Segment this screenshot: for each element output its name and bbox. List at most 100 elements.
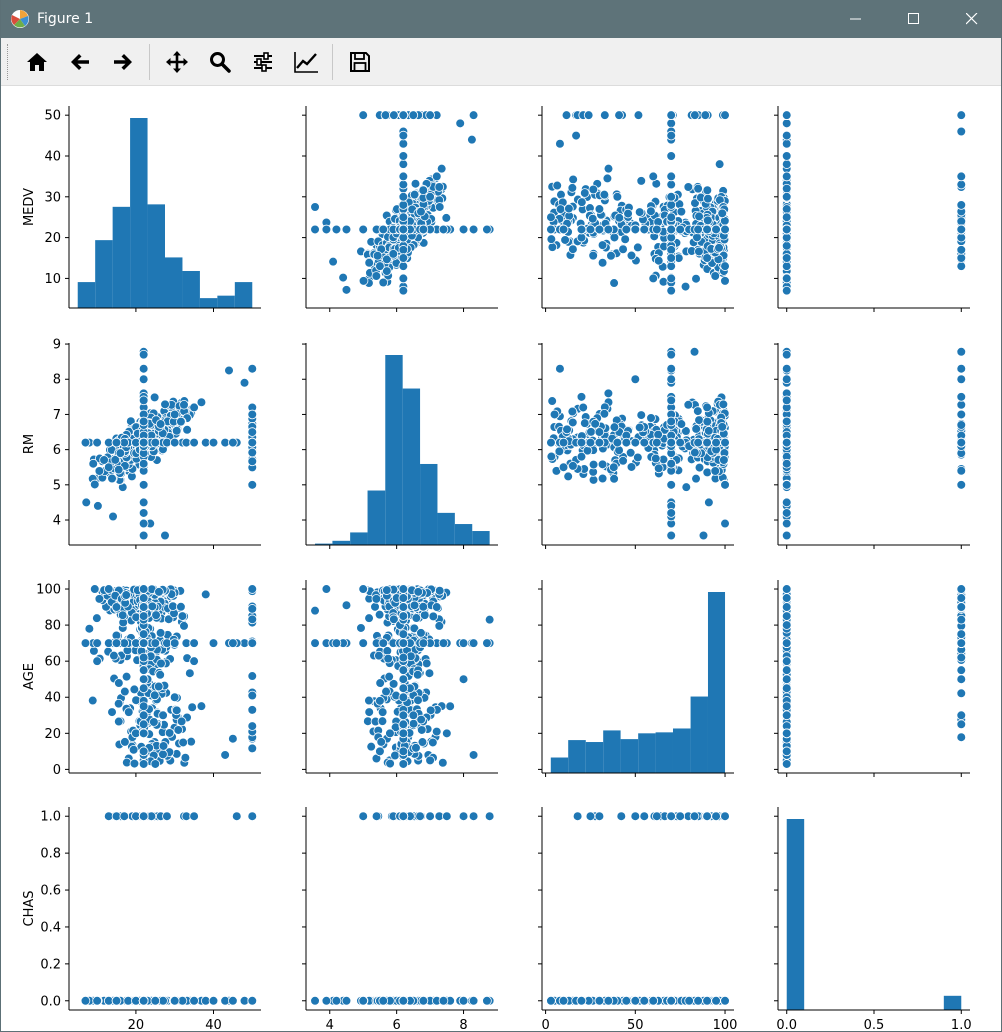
scatter-point — [428, 611, 439, 622]
toolbar-grip[interactable] — [7, 43, 11, 80]
scatter-point — [129, 758, 140, 769]
scatter-point — [546, 437, 556, 448]
scatter-point — [247, 584, 258, 594]
y-tick-label: 8 — [53, 373, 61, 388]
scatter-point — [781, 518, 792, 529]
close-button[interactable] — [943, 0, 1001, 38]
histogram-bar — [182, 270, 200, 308]
scatter-point — [956, 126, 967, 137]
scatter-point — [568, 244, 578, 255]
maximize-button[interactable] — [885, 0, 943, 38]
histogram-bar — [454, 524, 473, 545]
scatter-point — [576, 437, 587, 448]
scatter-point — [187, 702, 197, 713]
subplot-rm-vs-age — [538, 343, 734, 549]
scatter-point — [781, 204, 792, 214]
scatter-point — [378, 224, 389, 235]
scatter-point — [413, 587, 424, 597]
scatter-point — [603, 163, 614, 174]
scatter-point — [720, 480, 730, 490]
scatter-point — [189, 402, 199, 413]
scatter-point — [138, 363, 149, 374]
scatter-point — [138, 683, 149, 694]
scatter-point — [160, 530, 170, 541]
scatter-point — [358, 638, 368, 648]
edit-axis-button[interactable] — [284, 42, 327, 82]
scatter-point — [666, 118, 676, 129]
scatter-point — [431, 171, 442, 182]
scatter-point — [416, 725, 427, 735]
scatter-point — [666, 253, 676, 263]
scatter-point — [956, 465, 967, 476]
scatter-point — [176, 716, 187, 727]
scatter-point — [310, 638, 320, 648]
scatter-point — [138, 629, 149, 639]
scatter-point — [138, 665, 149, 675]
scatter-point — [704, 497, 714, 508]
histogram-bar — [672, 728, 691, 773]
scatter-point — [956, 688, 967, 699]
scatter-point — [138, 710, 149, 721]
minimize-button[interactable] — [827, 0, 885, 38]
histogram-bar — [165, 257, 183, 308]
scatter-point — [247, 721, 258, 731]
scatter-point — [138, 374, 149, 385]
scatter-point — [956, 261, 967, 271]
scatter-point — [398, 719, 409, 730]
scatter-point — [164, 728, 175, 738]
scatter-point — [398, 273, 409, 284]
subplot-medv-vs-chas — [774, 106, 970, 312]
forward-button[interactable] — [101, 42, 144, 82]
scatter-point — [92, 638, 102, 648]
title-bar[interactable]: Figure 1 — [1, 0, 1001, 38]
scatter-point — [552, 180, 563, 191]
scatter-point — [580, 418, 590, 428]
figure-canvas[interactable]: 10 20 30 40 50 MEDV 4 5 6 7 8 9 RM 0 20 40 60 80 100 AGE 0.0… — [1, 86, 1001, 1031]
scatter-point — [179, 399, 189, 410]
scatter-point — [138, 701, 149, 712]
scatter-point — [372, 250, 383, 261]
scatter-point — [576, 232, 587, 243]
scatter-point — [149, 392, 160, 403]
scatter-point — [597, 240, 608, 250]
pairplot-figure[interactable]: 1020304050MEDV456789RM020406080100AGE0.0… — [1, 86, 1001, 1031]
scatter-point — [438, 757, 448, 768]
scatter-point — [781, 416, 792, 427]
scatter-point — [666, 179, 676, 190]
scatter-point — [398, 224, 409, 235]
subplots-button[interactable] — [241, 42, 284, 82]
scatter-point — [138, 652, 149, 663]
scatter-point — [666, 480, 676, 490]
scatter-point — [356, 623, 366, 633]
home-icon — [26, 52, 47, 71]
scatter-point — [956, 374, 967, 385]
histogram-bar — [367, 490, 386, 545]
scatter-point — [228, 733, 238, 744]
zoom-button[interactable] — [198, 42, 241, 82]
scatter-point — [247, 456, 258, 467]
histogram-bar — [437, 512, 455, 545]
scatter-point — [956, 179, 967, 190]
scatter-point — [149, 690, 160, 701]
scatter-point — [364, 257, 375, 268]
scatter-point — [445, 701, 455, 712]
pan-button[interactable] — [155, 42, 198, 82]
home-button[interactable] — [15, 42, 58, 82]
save-button[interactable] — [338, 42, 381, 82]
scatter-point — [398, 759, 409, 769]
back-button[interactable] — [58, 42, 101, 82]
scatter-point — [956, 245, 967, 255]
scatter-point — [702, 185, 713, 196]
scatter-point — [956, 480, 967, 490]
scatter-point — [200, 589, 211, 600]
scatter-point — [358, 224, 368, 235]
scatter-point — [411, 743, 421, 753]
scatter-point — [455, 118, 466, 129]
scatter-point — [956, 200, 967, 210]
scatter-point — [138, 395, 149, 406]
y-tick-label: 100 — [36, 583, 61, 598]
scatter-point — [431, 726, 442, 737]
scatter-point — [646, 206, 656, 217]
scatter-point — [717, 208, 728, 219]
scatter-point — [418, 224, 429, 235]
